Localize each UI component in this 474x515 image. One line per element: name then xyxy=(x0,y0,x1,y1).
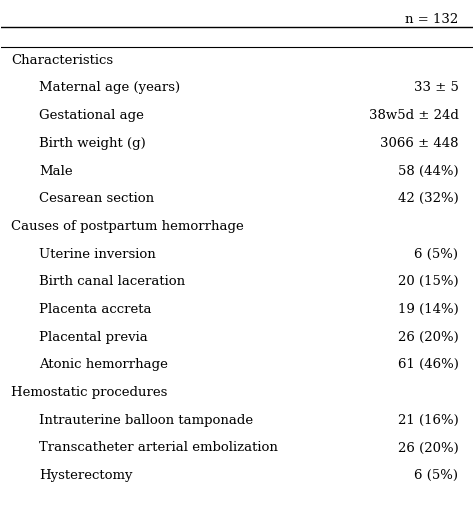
Text: n = 132: n = 132 xyxy=(405,13,458,26)
Text: 21 (16%): 21 (16%) xyxy=(398,414,458,427)
Text: Causes of postpartum hemorrhage: Causes of postpartum hemorrhage xyxy=(11,220,244,233)
Text: Transcatheter arterial embolization: Transcatheter arterial embolization xyxy=(39,441,278,454)
Text: Placental previa: Placental previa xyxy=(39,331,148,344)
Text: 61 (46%): 61 (46%) xyxy=(398,358,458,371)
Text: 3066 ± 448: 3066 ± 448 xyxy=(380,137,458,150)
Text: Birth weight (g): Birth weight (g) xyxy=(39,137,146,150)
Text: 6 (5%): 6 (5%) xyxy=(414,248,458,261)
Text: Characteristics: Characteristics xyxy=(11,54,113,67)
Text: Uterine inversion: Uterine inversion xyxy=(39,248,156,261)
Text: Birth canal laceration: Birth canal laceration xyxy=(39,276,185,288)
Text: 26 (20%): 26 (20%) xyxy=(398,331,458,344)
Text: 26 (20%): 26 (20%) xyxy=(398,441,458,454)
Text: Gestational age: Gestational age xyxy=(39,109,144,122)
Text: Male: Male xyxy=(39,165,73,178)
Text: Hysterectomy: Hysterectomy xyxy=(39,469,133,482)
Text: Cesarean section: Cesarean section xyxy=(39,192,154,205)
Text: Maternal age (years): Maternal age (years) xyxy=(39,81,180,94)
Text: Hemostatic procedures: Hemostatic procedures xyxy=(11,386,167,399)
Text: Intrauterine balloon tamponade: Intrauterine balloon tamponade xyxy=(39,414,253,427)
Text: 19 (14%): 19 (14%) xyxy=(398,303,458,316)
Text: 33 ± 5: 33 ± 5 xyxy=(414,81,458,94)
Text: 6 (5%): 6 (5%) xyxy=(414,469,458,482)
Text: Placenta accreta: Placenta accreta xyxy=(39,303,152,316)
Text: 38w5d ± 24d: 38w5d ± 24d xyxy=(369,109,458,122)
Text: 58 (44%): 58 (44%) xyxy=(398,165,458,178)
Text: 42 (32%): 42 (32%) xyxy=(398,192,458,205)
Text: 20 (15%): 20 (15%) xyxy=(398,276,458,288)
Text: Atonic hemorrhage: Atonic hemorrhage xyxy=(39,358,168,371)
